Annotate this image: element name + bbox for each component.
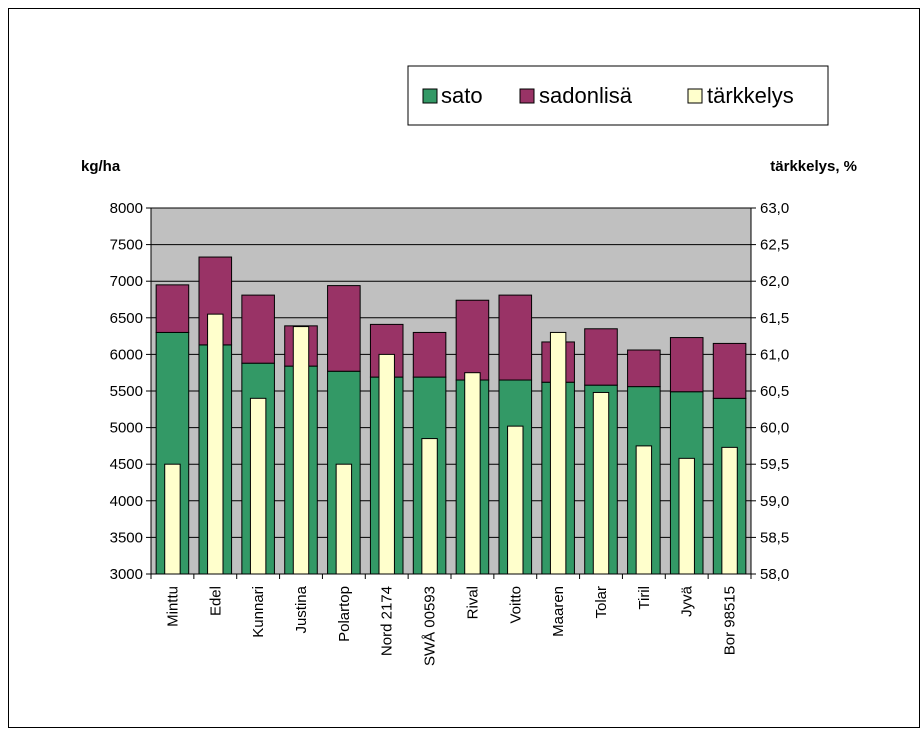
bar-tarkkelys	[464, 372, 481, 575]
y2-tick-label: 60,5	[760, 383, 789, 400]
bar-sadonlisa	[584, 328, 618, 386]
bar-tarkkelys	[549, 331, 567, 575]
legend-box	[407, 65, 829, 126]
bar-tarkkelys	[164, 463, 181, 575]
y-tick-label: 6000	[110, 346, 143, 363]
y2-tick-label: 61,5	[760, 310, 789, 327]
y2-axis-label: tärkkelys, %	[770, 158, 857, 175]
x-tick-label: Maaren	[550, 586, 567, 637]
x-tick-label: Jyvä	[679, 585, 696, 617]
x-tick-label: Tolar	[593, 586, 610, 619]
y-tick-label: 7500	[110, 237, 143, 254]
bar-sadonlisa	[712, 342, 747, 399]
legend: sato sadonlisä tärkkelys	[407, 65, 829, 126]
legend-label-tarkkelys: tärkkelys	[707, 83, 794, 108]
bars	[155, 256, 747, 575]
bar-sadonlisa	[412, 331, 447, 378]
bar-tarkkelys	[507, 425, 524, 575]
bar-tarkkelys	[592, 391, 610, 575]
y2-tick-label: 63,0	[760, 200, 789, 217]
starch-yield-chart: 3000 3500 4000 4500 5000 5500 6000 6500 7000 7500…	[81, 65, 857, 666]
y2-tick-label: 59,0	[760, 493, 789, 510]
y-tick-label: 4500	[110, 456, 143, 473]
bar-sadonlisa	[241, 294, 275, 364]
y2-tick-label: 62,0	[760, 273, 789, 290]
bar-tarkkelys	[635, 445, 653, 575]
y-tick-label: 7000	[110, 273, 143, 290]
y-tick-label: 8000	[110, 200, 143, 217]
bar-sadonlisa	[627, 349, 661, 388]
y2-tick-label: 58,5	[760, 529, 789, 546]
bar-sadonlisa	[455, 299, 490, 381]
bar-tarkkelys	[721, 446, 738, 575]
x-tick-label: Polartop	[336, 586, 353, 642]
x-tick-label: Edel	[207, 586, 224, 616]
x-tick-label: Justina	[293, 585, 310, 633]
y2-tick-label: 59,5	[760, 456, 789, 473]
y2-tick-label: 60,0	[760, 420, 789, 437]
y-tick-label: 3500	[110, 529, 143, 546]
bar-sadonlisa	[327, 285, 361, 372]
legend-label-sato: sato	[441, 83, 483, 108]
bar-tarkkelys	[335, 463, 353, 575]
bar-sadonlisa	[155, 284, 190, 333]
x-tick-label: Rival	[464, 586, 481, 619]
y-tick-label: 4000	[110, 493, 143, 510]
x-tick-label: Bor 98515	[722, 586, 739, 655]
y-tick-labels: 3000 3500 4000 4500 5000 5500 6000 6500 7000 7500…	[110, 200, 143, 583]
y-tick-label: 3000	[110, 566, 143, 583]
y-tick-label: 6500	[110, 310, 143, 327]
y2-tick-label: 61,0	[760, 346, 789, 363]
x-tick-label: Voitto	[507, 586, 524, 624]
y-tick-label: 5500	[110, 383, 143, 400]
legend-label-sadonlisa: sadonlisä	[539, 83, 633, 108]
x-tick-label: Kunnari	[250, 586, 267, 638]
x-tick-labels: Minttu Edel Kunnari Justina Polartop Nord 217…	[164, 585, 738, 666]
y2-tick-label: 58,0	[760, 566, 789, 583]
legend-swatch-sadonlisa	[519, 88, 535, 104]
bar-tarkkelys	[292, 326, 310, 575]
bar-sadonlisa	[669, 337, 704, 393]
bar-sadonlisa	[498, 294, 533, 381]
y-tick-label: 5000	[110, 420, 143, 437]
bar-tarkkelys	[421, 438, 438, 575]
bar-tarkkelys	[378, 353, 395, 575]
y-axis-label: kg/ha	[81, 158, 121, 175]
x-tick-label: Tiril	[636, 586, 653, 610]
y2-tick-label: 62,5	[760, 237, 789, 254]
x-tick-label: Minttu	[164, 586, 181, 627]
chart-frame: 3000 3500 4000 4500 5000 5500 6000 6500 7000 7500…	[8, 8, 920, 728]
legend-swatch-tarkkelys	[687, 88, 703, 104]
bar-tarkkelys	[678, 457, 695, 575]
x-tick-label: Nord 2174	[379, 586, 396, 656]
y2-tick-labels: 58,0 58,5 59,0 59,5 60,0 60,5 61,0 61,5 62,0 62,5…	[760, 200, 789, 583]
bar-sadonlisa	[198, 256, 233, 346]
bar-tarkkelys	[207, 313, 224, 575]
x-tick-label: SWÅ 00593	[422, 586, 439, 666]
axes	[146, 207, 756, 579]
bar-tarkkelys	[249, 397, 267, 575]
legend-swatch-sato	[422, 88, 438, 104]
